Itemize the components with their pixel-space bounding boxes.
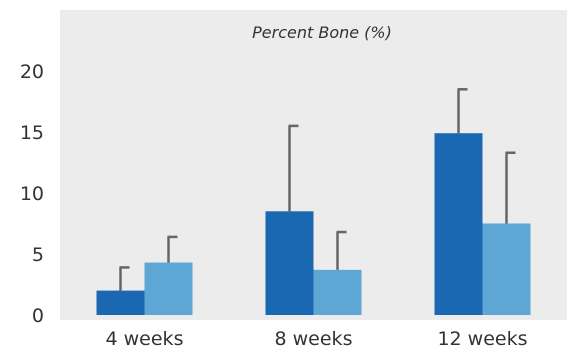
chart-title: Percent Bone (%) — [252, 23, 392, 42]
x-tick-label: 12 weeks — [437, 328, 527, 350]
bar-1 — [434, 133, 483, 315]
y-tick-label: 10 — [20, 183, 44, 205]
y-tick-label: 20 — [20, 61, 44, 83]
bar-2 — [144, 262, 193, 315]
bars-group — [96, 133, 531, 315]
bar-2 — [313, 269, 362, 315]
error-bars-group — [119, 88, 516, 291]
y-tick-label: 5 — [32, 244, 44, 266]
bar-1 — [96, 290, 145, 315]
y-axis-ticks: 0 5 10 15 20 — [20, 61, 44, 327]
x-tick-label: 8 weeks — [275, 328, 353, 350]
y-tick-label: 0 — [32, 305, 44, 327]
bar-2 — [482, 223, 531, 315]
x-axis-labels: 4 weeks 8 weeks 12 weeks — [106, 328, 528, 350]
x-tick-label: 4 weeks — [106, 328, 184, 350]
y-tick-label: 15 — [20, 122, 44, 144]
bar-1 — [265, 211, 314, 315]
